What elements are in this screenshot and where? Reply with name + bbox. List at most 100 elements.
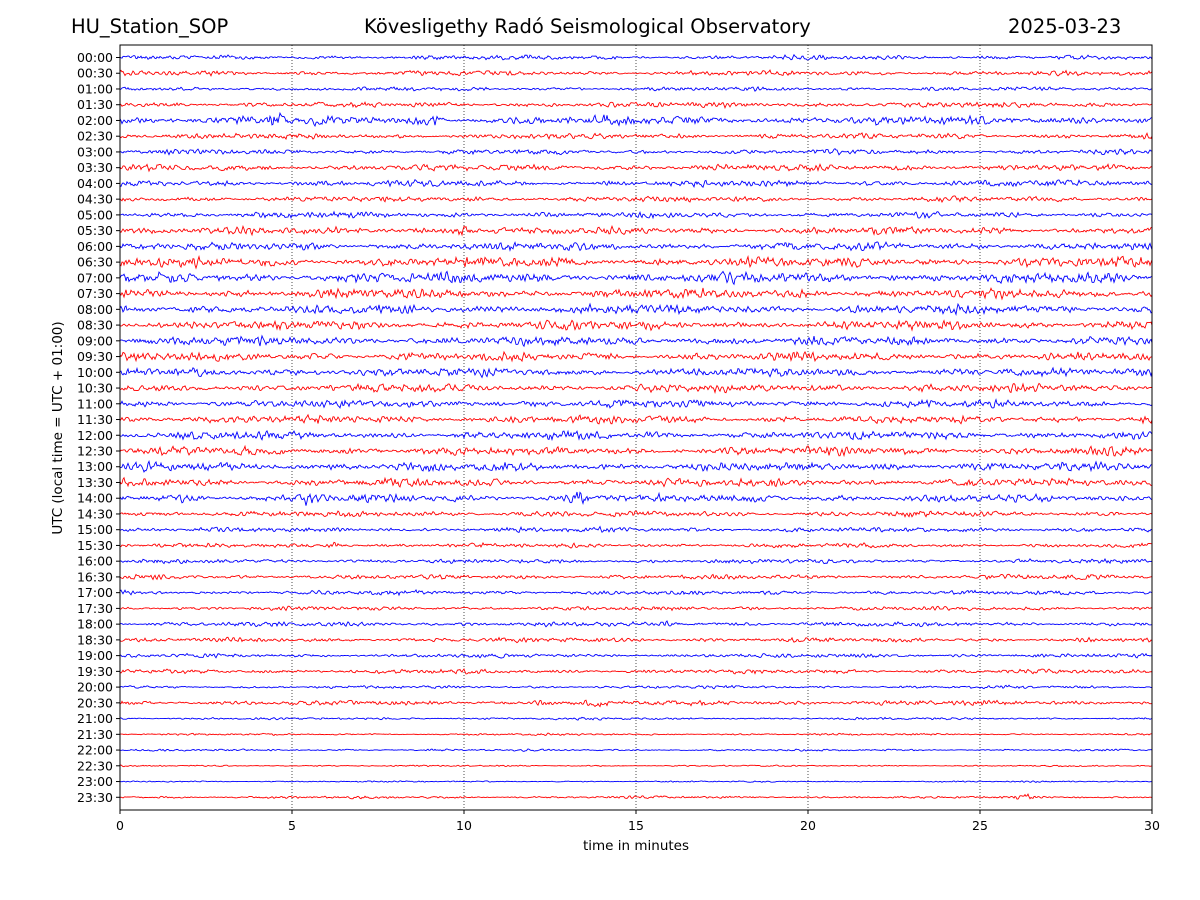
y-tick-label: 20:00 — [77, 680, 113, 695]
trace-2200 — [119, 748, 1153, 752]
trace-0030 — [119, 69, 1153, 77]
trace-1500 — [119, 525, 1153, 533]
x-tick-label: 10 — [456, 818, 472, 833]
y-tick-label: 07:30 — [77, 286, 113, 301]
y-tick-label: 14:00 — [77, 491, 113, 506]
x-tick-label: 25 — [972, 818, 988, 833]
trace-2330 — [119, 793, 1153, 800]
trace-1200 — [119, 429, 1153, 442]
trace-2230 — [119, 764, 1153, 768]
y-tick-label: 03:00 — [77, 144, 113, 159]
trace-1230 — [119, 444, 1153, 458]
y-tick-label: 02:00 — [77, 113, 113, 128]
trace-0230 — [119, 132, 1153, 141]
trace-2100 — [119, 716, 1153, 721]
trace-0100 — [119, 86, 1153, 92]
trace-0430 — [119, 195, 1153, 203]
trace-0900 — [119, 334, 1153, 348]
trace-2300 — [119, 780, 1153, 783]
y-tick-label: 13:00 — [77, 459, 113, 474]
y-tick-label: 16:00 — [77, 554, 113, 569]
y-tick-label: 12:30 — [77, 444, 113, 459]
trace-0630 — [119, 255, 1153, 270]
y-tick-label: 05:30 — [77, 223, 113, 238]
trace-1100 — [119, 398, 1153, 409]
trace-1830 — [119, 636, 1153, 644]
trace-0930 — [119, 350, 1153, 363]
trace-0300 — [119, 148, 1153, 156]
y-tick-label: 11:00 — [77, 396, 113, 411]
y-tick-label: 11:30 — [77, 412, 113, 427]
station-name: HU_Station_SOP — [71, 15, 229, 38]
y-tick-label: 07:00 — [77, 270, 113, 285]
x-tick-label: 15 — [628, 818, 644, 833]
trace-1130 — [119, 413, 1153, 425]
trace-1400 — [119, 491, 1153, 506]
trace-1600 — [119, 558, 1153, 565]
trace-0200 — [119, 111, 1153, 127]
trace-1300 — [119, 460, 1153, 473]
trace-0830 — [119, 319, 1153, 332]
y-tick-label: 17:00 — [77, 585, 113, 600]
trace-0330 — [119, 163, 1153, 173]
y-tick-label: 23:00 — [77, 774, 113, 789]
y-tick-label: 09:00 — [77, 333, 113, 348]
x-tick-label: 0 — [116, 818, 124, 833]
y-tick-label: 00:30 — [77, 66, 113, 81]
x-tick-label: 20 — [800, 818, 816, 833]
trace-1930 — [119, 668, 1153, 675]
trace-2000 — [119, 684, 1153, 690]
trace-0700 — [119, 270, 1153, 286]
y-tick-label: 18:30 — [77, 632, 113, 647]
trace-0530 — [119, 224, 1153, 237]
trace-0800 — [119, 302, 1153, 317]
trace-0000 — [119, 53, 1153, 61]
x-axis-label: time in minutes — [583, 838, 689, 854]
y-tick-label: 22:30 — [77, 758, 113, 773]
trace-0400 — [119, 179, 1153, 188]
vertical-gridlines — [291, 45, 981, 810]
y-tick-label: 09:30 — [77, 349, 113, 364]
y-tick-label: 19:00 — [77, 648, 113, 663]
trace-0130 — [119, 101, 1153, 109]
y-tick-label: 02:30 — [77, 129, 113, 144]
y-tick-label: 06:30 — [77, 255, 113, 270]
x-tick-label: 30 — [1144, 818, 1160, 833]
x-tick-label: 5 — [288, 818, 296, 833]
y-tick-label: 14:30 — [77, 506, 113, 521]
y-tick-label: 20:30 — [77, 695, 113, 710]
trace-0730 — [119, 287, 1153, 301]
y-tick-label: 10:30 — [77, 381, 113, 396]
y-tick-label: 12:00 — [77, 428, 113, 443]
y-tick-label: 19:30 — [77, 664, 113, 679]
trace-1700 — [119, 589, 1153, 597]
y-tick-label: 21:30 — [77, 727, 113, 742]
y-tick-label: 16:30 — [77, 569, 113, 584]
trace-0600 — [119, 241, 1153, 252]
trace-1000 — [119, 366, 1153, 379]
seismic-traces — [119, 53, 1153, 800]
y-tick-label: 01:00 — [77, 81, 113, 96]
trace-2030 — [119, 699, 1153, 708]
y-tick-label: 03:30 — [77, 160, 113, 175]
y-tick-label: 22:00 — [77, 743, 113, 758]
trace-1630 — [119, 573, 1153, 581]
y-axis-ticks: 00:0000:3001:0001:3002:0002:3003:0003:30… — [77, 50, 120, 805]
y-axis-label: UTC (local time = UTC + 01:00) — [50, 321, 66, 534]
y-tick-label: 13:30 — [77, 475, 113, 490]
record-date: 2025-03-23 — [1008, 15, 1122, 38]
trace-1030 — [119, 382, 1153, 394]
x-axis-ticks: 0 5 10 15 20 25 30 — [116, 810, 1160, 833]
trace-1800 — [119, 620, 1153, 628]
y-tick-label: 08:00 — [77, 302, 113, 317]
y-tick-label: 04:30 — [77, 192, 113, 207]
y-tick-label: 23:30 — [77, 790, 113, 805]
y-tick-label: 18:00 — [77, 617, 113, 632]
trace-1900 — [119, 652, 1153, 659]
y-tick-label: 01:30 — [77, 97, 113, 112]
y-tick-label: 15:30 — [77, 538, 113, 553]
trace-1530 — [119, 541, 1153, 549]
trace-1730 — [120, 605, 1153, 612]
y-tick-label: 21:00 — [77, 711, 113, 726]
trace-1430 — [119, 510, 1153, 518]
